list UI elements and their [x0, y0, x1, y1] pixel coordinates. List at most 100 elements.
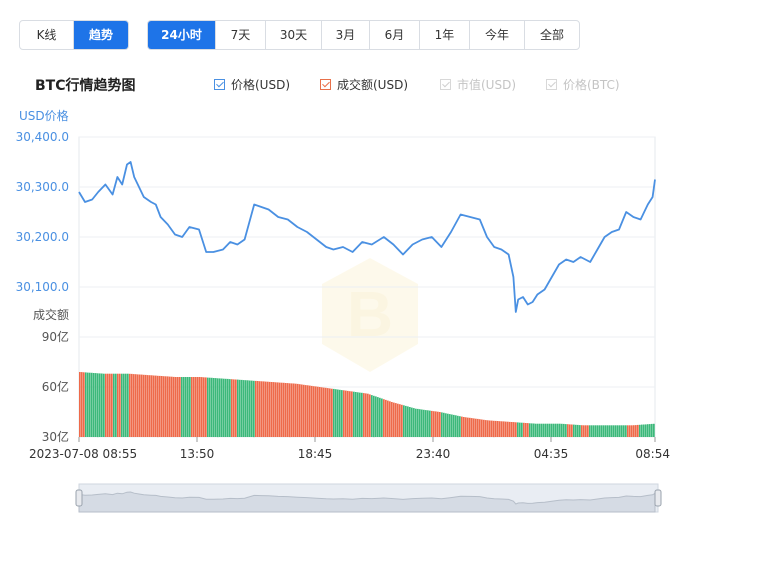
volume-bar — [417, 408, 419, 437]
volume-bar — [451, 414, 453, 437]
range-ytd-button[interactable]: 今年 — [470, 21, 525, 49]
volume-bar — [235, 379, 237, 437]
volume-bar — [573, 424, 575, 437]
range-3m-button[interactable]: 3月 — [322, 21, 370, 49]
volume-bar — [95, 373, 97, 437]
volume-bar — [239, 379, 241, 437]
volume-bar — [205, 377, 207, 437]
volume-bar — [277, 382, 279, 437]
volume-bar — [221, 378, 223, 437]
volume-bar — [207, 377, 209, 437]
volume-bar — [311, 385, 313, 437]
volume-bar — [499, 421, 501, 437]
x-tick-label: 04:35 — [534, 447, 569, 461]
volume-bar — [603, 425, 605, 437]
volume-bar — [399, 404, 401, 437]
volume-bar — [567, 424, 569, 437]
legend-price-btc[interactable]: 价格(BTC) — [546, 76, 620, 93]
volume-bar — [307, 385, 309, 437]
volume-bar — [353, 391, 355, 437]
volume-bar — [505, 421, 507, 437]
volume-bar — [351, 391, 353, 437]
volume-bar — [591, 425, 593, 437]
range-24h-button[interactable]: 24小时 — [148, 21, 216, 49]
range-1y-button[interactable]: 1年 — [420, 21, 470, 49]
volume-bar — [489, 420, 491, 437]
legend-label: 价格(USD) — [231, 78, 291, 92]
volume-bar — [391, 402, 393, 437]
volume-bar — [471, 418, 473, 437]
volume-bar — [79, 372, 81, 437]
volume-bar — [597, 425, 599, 437]
volume-bar — [93, 373, 95, 437]
volume-bar — [329, 388, 331, 437]
volume-bar — [273, 382, 275, 437]
range-all-button[interactable]: 全部 — [539, 28, 564, 42]
volume-bar — [133, 374, 135, 437]
range-30d-button[interactable]: 30天 — [266, 21, 322, 49]
volume-bar — [389, 401, 391, 437]
range-7d-button[interactable]: 7天 — [216, 21, 266, 49]
volume-bar — [421, 409, 423, 437]
volume-bar — [577, 424, 579, 437]
legend-volume-usd[interactable]: 成交额(USD) — [320, 76, 408, 93]
volume-bar — [253, 380, 255, 438]
x-tick-label: 23:40 — [416, 447, 451, 461]
volume-bar — [431, 410, 433, 437]
volume-bar — [453, 414, 455, 437]
volume-bar — [609, 425, 611, 437]
volume-bar — [157, 375, 159, 438]
volume-bar — [283, 382, 285, 437]
volume-bar — [289, 383, 291, 438]
volume-bar — [531, 423, 533, 437]
volume-bar — [555, 423, 557, 437]
volume-bar — [293, 383, 295, 437]
volume-bar — [161, 376, 163, 437]
volume-bar — [623, 425, 625, 437]
range-6m-button[interactable]: 6月 — [370, 21, 420, 49]
volume-bar — [589, 425, 591, 437]
volume-bar — [593, 425, 595, 437]
trend-view-button[interactable]: 趋势 — [74, 21, 128, 49]
volume-bar — [335, 389, 337, 437]
navigator[interactable] — [75, 483, 662, 513]
legend-marketcap-usd[interactable]: 市值(USD) — [440, 76, 516, 93]
volume-bar — [525, 423, 527, 437]
volume-bar — [347, 390, 349, 437]
volume-bar — [231, 379, 233, 437]
volume-bar — [209, 377, 211, 437]
volume-bar — [171, 376, 173, 437]
volume-bar — [331, 388, 333, 437]
kline-view-button[interactable]: K线 — [20, 21, 74, 49]
volume-bar — [249, 380, 251, 437]
volume-bar — [387, 400, 389, 437]
volume-bar — [547, 423, 549, 437]
volume-bar — [629, 425, 631, 437]
navigator-right-handle[interactable] — [654, 489, 662, 507]
svg-text:B: B — [347, 278, 393, 350]
volume-tick-label: 30亿 — [42, 429, 69, 444]
volume-bar — [385, 399, 387, 437]
volume-bar — [111, 373, 113, 437]
volume-bar — [485, 420, 487, 437]
volume-bar — [497, 421, 499, 437]
volume-bar — [375, 396, 377, 437]
x-axis-ticks: 2023-07-08 08:55 13:50 18:45 23:40 04:35 08:5… — [29, 437, 670, 461]
volume-bar — [175, 377, 177, 437]
volume-bar — [465, 417, 467, 437]
volume-bar — [279, 382, 281, 437]
volume-bar — [265, 381, 267, 437]
volume-bar — [119, 373, 121, 437]
volume-bar — [495, 420, 497, 437]
checkbox-icon — [440, 79, 451, 90]
volume-bar — [381, 398, 383, 437]
volume-bar — [569, 424, 571, 437]
navigator-left-handle[interactable] — [75, 489, 83, 507]
volume-bar — [397, 403, 399, 437]
volume-bar — [107, 373, 109, 437]
volume-bar — [321, 387, 323, 437]
volume-axis-ticks: 90亿 60亿 30亿 — [42, 329, 69, 444]
legend-price-usd[interactable]: 价格(USD) — [214, 76, 290, 93]
volume-bar — [149, 375, 151, 437]
